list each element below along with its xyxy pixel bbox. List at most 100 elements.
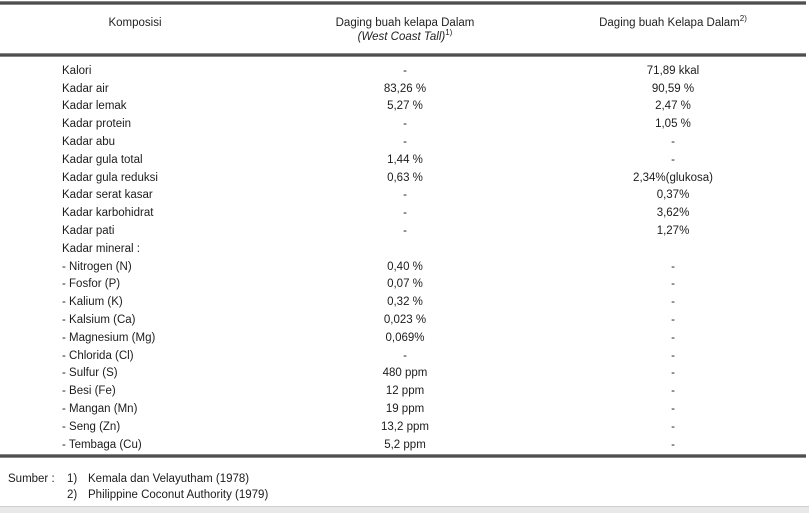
- source-2-number: 2): [67, 488, 78, 501]
- row-label: Kadar lemak: [62, 100, 127, 113]
- table-body: Kalori - 71,89 kkal Kadar air 83,26 % 90…: [0, 57, 809, 454]
- table-row: - Sulfur (S) 480 ppm -: [0, 365, 809, 383]
- header-col3: Daging buah Kelapa Dalam2): [540, 14, 806, 53]
- row-label: - Seng (Zn): [62, 420, 121, 433]
- row-label: - Fosfor (P): [62, 278, 121, 291]
- table-row: - Besi (Fe) 12 ppm -: [0, 382, 809, 400]
- row-label: - Kalsium (Ca): [62, 314, 136, 327]
- row-value-col3: 1,27%: [656, 225, 690, 238]
- row-value-col3: 2,34%(glukosa): [633, 171, 713, 184]
- table-row: Kadar serat kasar - 0,37%: [0, 187, 809, 205]
- row-label: - Kalium (K): [62, 296, 123, 309]
- row-label: Kadar serat kasar: [62, 189, 153, 202]
- sumber-label: Sumber :: [8, 472, 55, 485]
- row-label: Kadar gula total: [62, 153, 143, 166]
- row-value-col2: -: [403, 136, 407, 149]
- row-label: Kadar pati: [62, 225, 115, 238]
- row-value-col3: -: [671, 349, 675, 362]
- table-row: - Nitrogen (N) 0,40 % -: [0, 258, 809, 276]
- footnote-ref-1: 1): [445, 28, 453, 38]
- row-value-col3: 0,37%: [656, 189, 690, 202]
- row-value-col2: -: [403, 225, 407, 238]
- footnote-ref-2: 2): [739, 14, 747, 24]
- row-label: Kadar air: [62, 82, 109, 95]
- source-line-1: Sumber : 1) Kemala dan Velayutham (1978): [8, 471, 809, 487]
- row-value-col3: 71,89 kkal: [646, 64, 700, 77]
- table-header-rule: [0, 53, 806, 57]
- source-1-number: 1): [67, 472, 78, 485]
- header-col2-line1: Daging buah kelapa Dalam: [335, 17, 475, 29]
- row-value-col3: -: [671, 438, 675, 451]
- page-bottom-strip: [0, 506, 809, 513]
- table-bottom-rule: [0, 453, 806, 458]
- table-row: - Mangan (Mn) 19 ppm -: [0, 400, 809, 418]
- table-row: Kadar pati - 1,27%: [0, 222, 809, 240]
- source-2-text: Philippine Coconut Authority (1979): [88, 488, 269, 501]
- row-value-col3: -: [671, 278, 675, 291]
- row-label: - Tembaga (Cu): [62, 438, 142, 451]
- table-row: - Chlorida (Cl) - -: [0, 347, 809, 365]
- row-value-col3: 1,05 %: [655, 118, 691, 131]
- row-value-col3: -: [671, 296, 675, 309]
- row-value-col2: 1,44 %: [387, 153, 423, 166]
- row-value-col3: -: [671, 153, 675, 166]
- table-row: Kadar protein - 1,05 %: [0, 115, 809, 133]
- table-row: - Seng (Zn) 13,2 ppm -: [0, 418, 809, 436]
- row-label: - Besi (Fe): [62, 385, 116, 398]
- source-footer: Sumber : 1) Kemala dan Velayutham (1978)…: [0, 471, 809, 503]
- row-value-col2: -: [403, 189, 407, 202]
- row-value-col2: 13,2 ppm: [381, 420, 429, 433]
- row-value-col3: 90,59 %: [651, 82, 695, 95]
- row-value-col2: 480 ppm: [382, 367, 428, 380]
- source-1-text: Kemala dan Velayutham (1978): [88, 472, 250, 485]
- row-value-col3: -: [671, 136, 675, 149]
- row-value-col3: -: [671, 403, 675, 416]
- table-header-row: Komposisi Daging buah kelapa Dalam (West…: [0, 5, 809, 53]
- row-label: - Sulfur (S): [62, 367, 118, 380]
- table-row: Kadar abu - -: [0, 133, 809, 151]
- row-value-col3: -: [671, 260, 675, 273]
- row-value-col2: 19 ppm: [385, 403, 425, 416]
- row-value-col2: -: [403, 349, 407, 362]
- table-row: Kalori - 71,89 kkal: [0, 62, 809, 80]
- table-row: Kadar lemak 5,27 % 2,47 %: [0, 98, 809, 116]
- row-label: Kadar protein: [62, 118, 132, 131]
- row-label: Kalori: [62, 64, 92, 77]
- header-col3-label: Daging buah Kelapa Dalam: [599, 17, 740, 29]
- header-col2-line2: (West Coast Tall)1): [270, 28, 540, 44]
- table-row: - Kalsium (Ca) 0,023 % -: [0, 311, 809, 329]
- row-label: - Nitrogen (N): [62, 260, 132, 273]
- table-row: Kadar gula reduksi 0,63 % 2,34%(glukosa): [0, 169, 809, 187]
- row-label: - Mangan (Mn): [62, 403, 138, 416]
- row-value-col2: 83,26 %: [383, 82, 427, 95]
- header-komposisi: Komposisi: [0, 16, 270, 53]
- row-label: - Magnesium (Mg): [62, 331, 156, 344]
- row-value-col3: -: [671, 367, 675, 380]
- row-label: Kadar karbohidrat: [62, 207, 154, 220]
- row-value-col2: 0,023 %: [383, 314, 427, 327]
- row-value-col2: 0,069%: [385, 331, 425, 344]
- row-value-col3: -: [671, 331, 675, 344]
- row-value-col2: -: [403, 207, 407, 220]
- row-label: Kadar mineral :: [62, 242, 140, 255]
- row-value-col3: -: [671, 314, 675, 327]
- row-value-col3: 3,62%: [656, 207, 690, 220]
- source-line-2: 2) Philippine Coconut Authority (1979): [8, 487, 809, 503]
- row-label: - Chlorida (Cl): [62, 349, 134, 362]
- row-value-col2: 5,27 %: [387, 100, 423, 113]
- table-row: - Tembaga (Cu) 5,2 ppm -: [0, 436, 809, 454]
- table-top-rule: [0, 1, 806, 5]
- table-row: Kadar mineral :: [0, 240, 809, 258]
- row-value-col2: 5,2 ppm: [384, 438, 426, 451]
- row-value-col3: -: [671, 385, 675, 398]
- header-col2: Daging buah kelapa Dalam (West Coast Tal…: [270, 16, 540, 53]
- row-value-col2: -: [403, 118, 407, 131]
- row-label: Kadar abu: [62, 136, 116, 149]
- row-value-col2: 0,40 %: [387, 260, 423, 273]
- table-row: - Fosfor (P) 0,07 % -: [0, 276, 809, 294]
- row-value-col2: 0,32 %: [387, 296, 423, 309]
- header-col2-cultivar: (West Coast Tall): [357, 31, 446, 43]
- table-row: - Magnesium (Mg) 0,069% -: [0, 329, 809, 347]
- row-value-col2: 0,63 %: [387, 171, 423, 184]
